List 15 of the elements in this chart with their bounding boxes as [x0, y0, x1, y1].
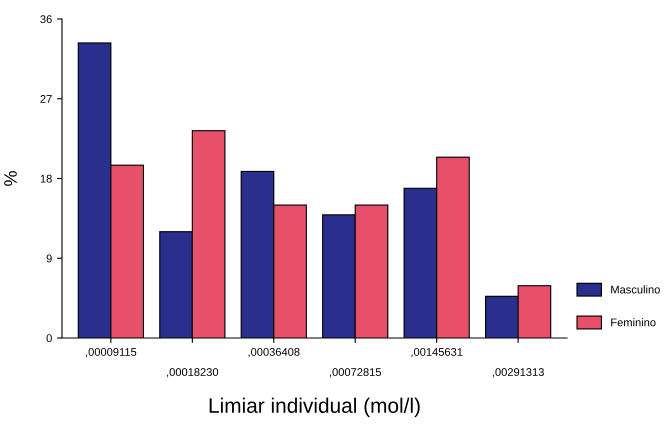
x-tick-label: ,00009115 [86, 348, 136, 358]
legend-label: Feminino [611, 318, 656, 326]
y-tick-label: 27 [40, 95, 52, 103]
x-tick-label: ,00018230 [167, 368, 218, 378]
x-tick-label: ,00291313 [492, 368, 544, 378]
x-tick-label: ,00145631 [411, 348, 462, 358]
x-tick-label: ,00072815 [330, 368, 382, 378]
y-tick-label: 18 [40, 174, 52, 183]
x-axis-title: Limiar individual (mol/l) [210, 398, 420, 418]
y-tick-label: 0 [46, 334, 52, 342]
y-tick-label: 9 [46, 254, 52, 262]
x-tick-label: ,00036408 [248, 348, 300, 358]
y-axis-title: % [4, 171, 17, 186]
legend-label: Masculino [611, 285, 660, 294]
y-tick-label: 36 [40, 15, 52, 24]
